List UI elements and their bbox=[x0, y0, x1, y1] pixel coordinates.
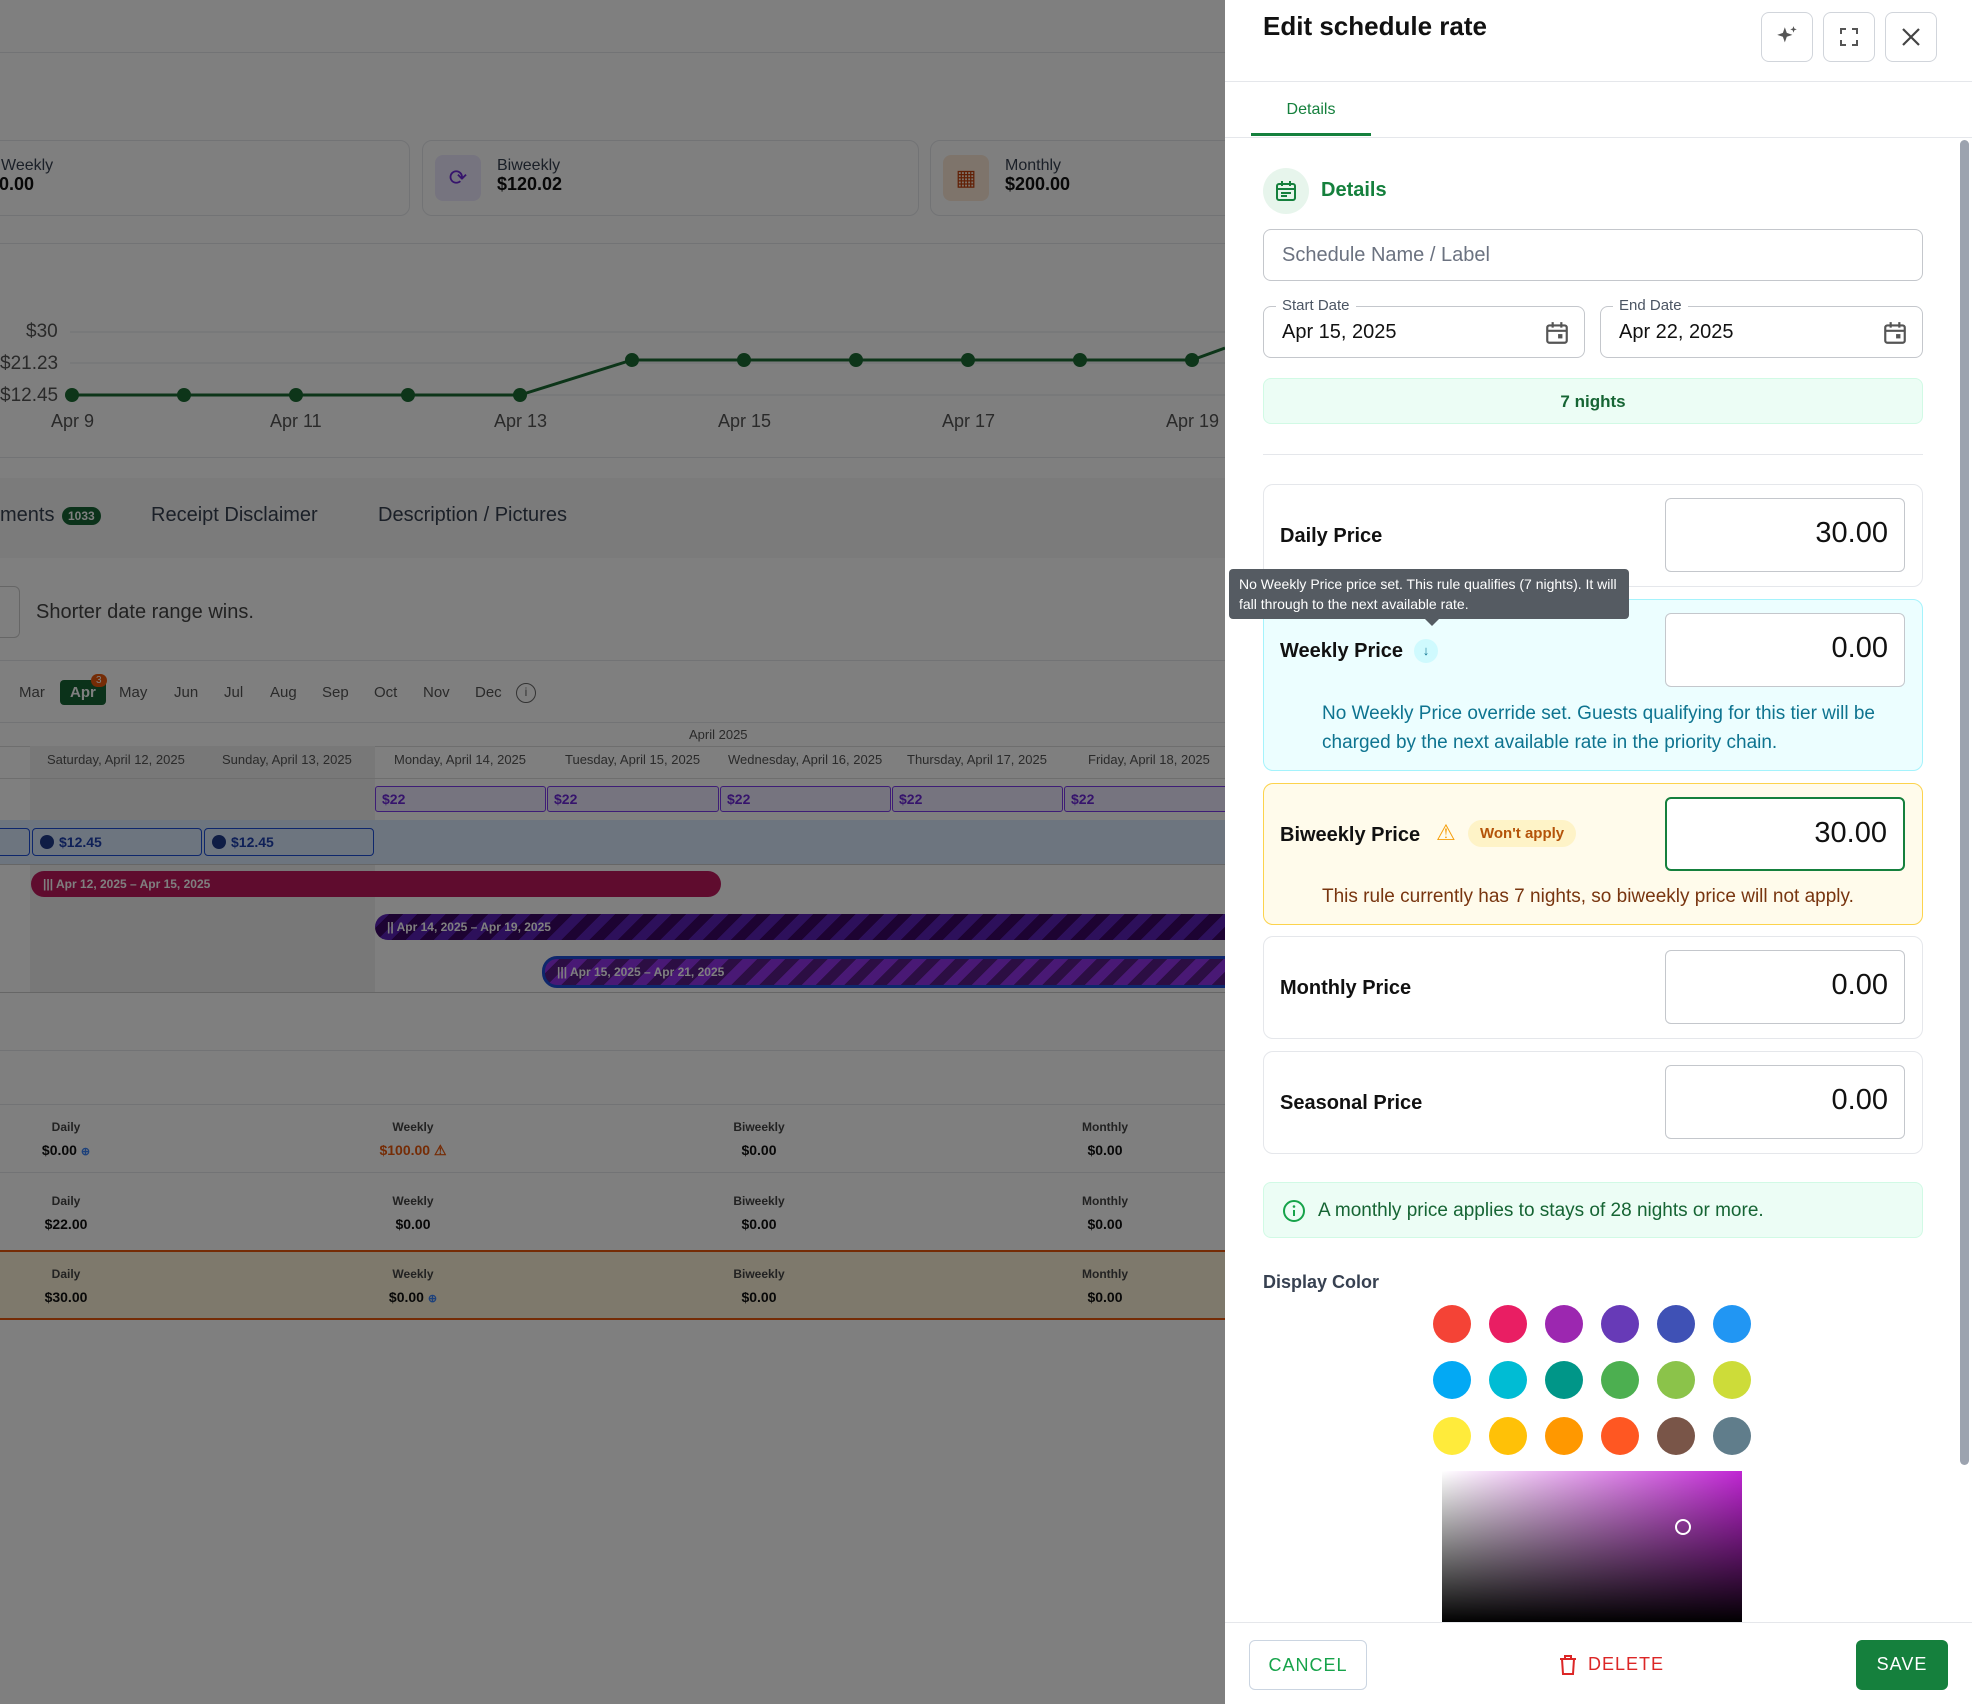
calendar-picker-icon[interactable] bbox=[1544, 319, 1570, 347]
start-date-field[interactable]: Start Date Apr 15, 2025 bbox=[1263, 297, 1585, 358]
close-button[interactable] bbox=[1885, 12, 1937, 62]
color-swatch[interactable] bbox=[1489, 1361, 1527, 1399]
info-note-text: A monthly price applies to stays of 28 n… bbox=[1318, 1200, 1764, 1221]
tooltip: No Weekly Price price set. This rule qua… bbox=[1229, 569, 1629, 626]
wont-apply-badge: Won't apply bbox=[1468, 820, 1577, 847]
biweekly-price-card: Biweekly Price ⚠ Won't apply 30.00 This … bbox=[1263, 783, 1923, 925]
calendar-picker-icon[interactable] bbox=[1882, 319, 1908, 347]
color-swatch[interactable] bbox=[1545, 1361, 1583, 1399]
biweekly-price-label: Biweekly Price bbox=[1280, 824, 1421, 846]
color-swatch[interactable] bbox=[1433, 1305, 1471, 1343]
monthly-price-input[interactable]: 0.00 bbox=[1665, 950, 1905, 1024]
fallthrough-arrow-icon[interactable]: ↓ bbox=[1414, 639, 1438, 663]
fullscreen-button[interactable] bbox=[1823, 12, 1875, 62]
monthly-price-card: Monthly Price 0.00 bbox=[1263, 936, 1923, 1039]
calendar-icon bbox=[1263, 168, 1309, 214]
delete-button[interactable]: DELETE bbox=[1558, 1640, 1664, 1690]
ai-assist-button[interactable] bbox=[1761, 12, 1813, 62]
color-swatch[interactable] bbox=[1433, 1417, 1471, 1455]
divider bbox=[1225, 137, 1972, 138]
fullscreen-icon bbox=[1840, 28, 1858, 46]
info-note: A monthly price applies to stays of 28 n… bbox=[1263, 1182, 1923, 1238]
color-swatch[interactable] bbox=[1601, 1305, 1639, 1343]
close-icon bbox=[1902, 28, 1920, 46]
color-swatch[interactable] bbox=[1601, 1417, 1639, 1455]
daily-price-input[interactable]: 30.00 bbox=[1665, 498, 1905, 572]
color-swatch[interactable] bbox=[1713, 1361, 1751, 1399]
weekly-price-label: Weekly Price bbox=[1280, 640, 1404, 662]
trash-icon bbox=[1560, 1655, 1576, 1675]
end-date-field[interactable]: End Date Apr 22, 2025 bbox=[1600, 297, 1923, 358]
divider bbox=[1263, 454, 1923, 455]
delete-label: DELETE bbox=[1588, 1654, 1665, 1674]
daily-price-label: Daily Price bbox=[1280, 525, 1383, 547]
weekly-price-note: No Weekly Price override set. Guests qua… bbox=[1322, 703, 1875, 753]
color-swatch[interactable] bbox=[1601, 1361, 1639, 1399]
biweekly-price-input[interactable]: 30.00 bbox=[1665, 797, 1905, 871]
panel-footer: CANCEL DELETE SAVE bbox=[1225, 1622, 1972, 1704]
color-picker-area[interactable] bbox=[1442, 1471, 1742, 1623]
biweekly-price-note: This rule currently has 7 nights, so biw… bbox=[1322, 886, 1854, 907]
color-swatch[interactable] bbox=[1489, 1417, 1527, 1455]
color-swatch[interactable] bbox=[1657, 1417, 1695, 1455]
sparkle-icon bbox=[1777, 26, 1797, 43]
end-date-value: Apr 22, 2025 bbox=[1619, 321, 1734, 343]
info-icon bbox=[1283, 1200, 1305, 1222]
color-swatch[interactable] bbox=[1545, 1305, 1583, 1343]
color-swatch[interactable] bbox=[1713, 1417, 1751, 1455]
weekly-price-input[interactable]: 0.00 bbox=[1665, 613, 1905, 687]
color-picker-handle[interactable] bbox=[1675, 1519, 1691, 1535]
start-date-value: Apr 15, 2025 bbox=[1282, 321, 1397, 343]
warning-icon: ⚠ bbox=[1436, 820, 1456, 845]
weekly-price-card: Weekly Price ↓ 0.00 No Weekly Price over… bbox=[1263, 599, 1923, 771]
scrollbar[interactable] bbox=[1960, 140, 1969, 1465]
seasonal-price-card: Seasonal Price 0.00 bbox=[1263, 1051, 1923, 1154]
color-swatch[interactable] bbox=[1489, 1305, 1527, 1343]
save-button[interactable]: SAVE bbox=[1856, 1640, 1948, 1690]
modal-backdrop[interactable] bbox=[0, 0, 1225, 1704]
section-title: Details bbox=[1321, 179, 1387, 201]
start-date-label: Start Date bbox=[1276, 297, 1356, 314]
color-swatch[interactable] bbox=[1433, 1361, 1471, 1399]
color-swatch[interactable] bbox=[1657, 1361, 1695, 1399]
schedule-name-placeholder: Schedule Name / Label bbox=[1282, 244, 1490, 266]
edit-schedule-panel: Edit schedule rate Details Details Sched… bbox=[1225, 0, 1972, 1704]
nights-count: 7 nights bbox=[1263, 378, 1923, 424]
seasonal-price-input[interactable]: 0.00 bbox=[1665, 1065, 1905, 1139]
schedule-name-input[interactable]: Schedule Name / Label bbox=[1263, 229, 1923, 281]
monthly-price-label: Monthly Price bbox=[1280, 977, 1412, 999]
color-swatch[interactable] bbox=[1657, 1305, 1695, 1343]
divider bbox=[1225, 81, 1972, 82]
color-swatch[interactable] bbox=[1713, 1305, 1751, 1343]
seasonal-price-label: Seasonal Price bbox=[1280, 1092, 1423, 1114]
panel-title: Edit schedule rate bbox=[1263, 11, 1487, 41]
tab-details[interactable]: Details bbox=[1251, 86, 1371, 136]
end-date-label: End Date bbox=[1613, 297, 1688, 314]
display-color-label: Display Color bbox=[1263, 1272, 1380, 1292]
cancel-button[interactable]: CANCEL bbox=[1249, 1640, 1367, 1690]
color-swatch[interactable] bbox=[1545, 1417, 1583, 1455]
